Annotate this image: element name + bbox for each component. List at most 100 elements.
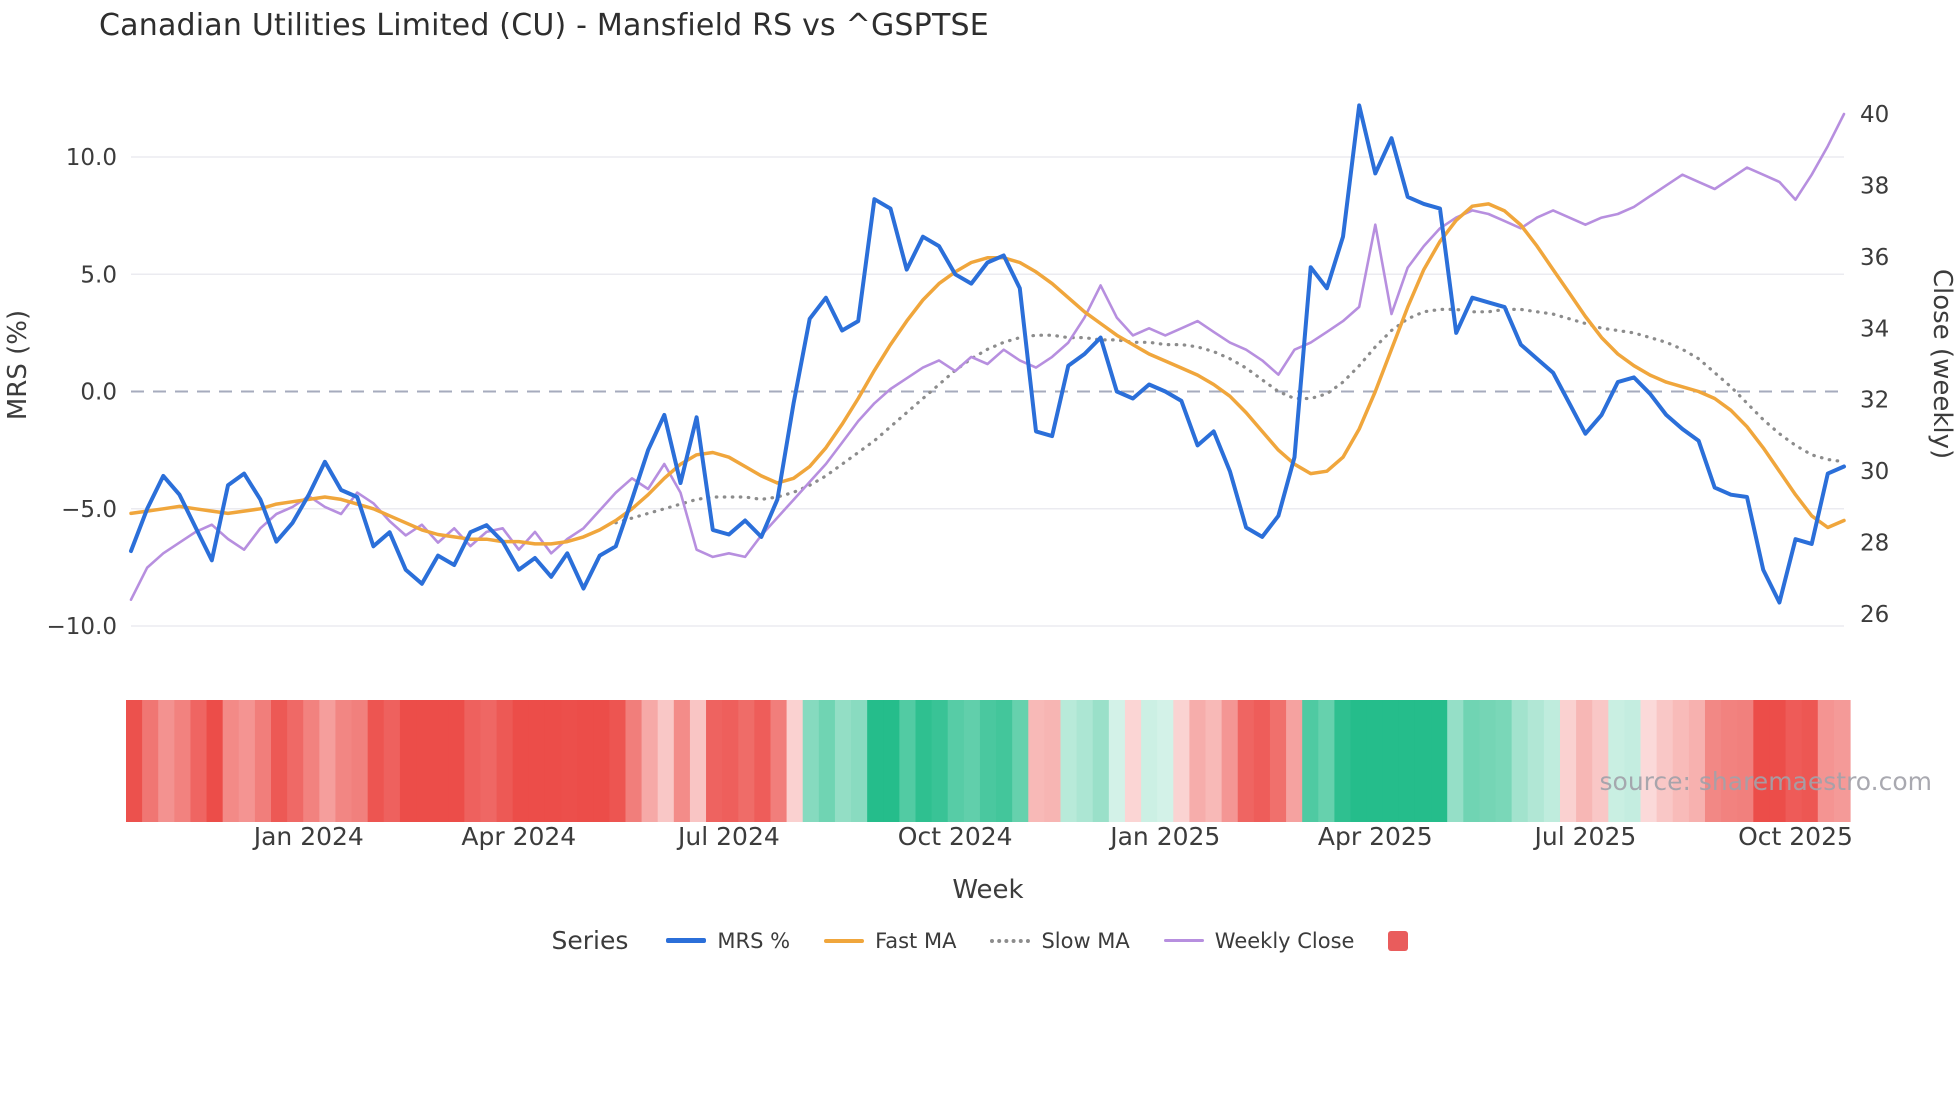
- heatmap-cell[interactable]: [142, 700, 159, 822]
- heatmap-cell[interactable]: [1624, 700, 1642, 822]
- heatmap-cell[interactable]: [222, 700, 240, 822]
- heatmap-cell[interactable]: [851, 700, 868, 822]
- heatmap-cell[interactable]: [1672, 700, 1690, 822]
- heatmap-cell[interactable]: [979, 700, 997, 822]
- heatmap-cell[interactable]: [254, 700, 272, 822]
- heatmap-cell[interactable]: [818, 700, 836, 822]
- heatmap-cell[interactable]: [867, 700, 884, 822]
- heatmap-cell[interactable]: [1737, 700, 1754, 822]
- heatmap-cell[interactable]: [432, 700, 449, 822]
- heatmap-cell[interactable]: [625, 700, 643, 822]
- heatmap-cell[interactable]: [544, 700, 562, 822]
- heatmap-cell[interactable]: [577, 700, 594, 822]
- heatmap-cell[interactable]: [722, 700, 739, 822]
- heatmap-cell[interactable]: [464, 700, 482, 822]
- legend-item-heatmap[interactable]: [1388, 930, 1409, 951]
- legend-item-mrs[interactable]: MRS %: [666, 929, 790, 953]
- heatmap-cell[interactable]: [915, 700, 933, 822]
- heatmap-cell[interactable]: [1334, 700, 1352, 822]
- heatmap-cell[interactable]: [1076, 700, 1094, 822]
- heatmap-cell[interactable]: [1527, 700, 1545, 822]
- heatmap-cell[interactable]: [1221, 700, 1239, 822]
- heatmap-cell[interactable]: [158, 700, 175, 822]
- heatmap-cell[interactable]: [1640, 700, 1658, 822]
- heatmap-cell[interactable]: [1769, 700, 1787, 822]
- heatmap-cell[interactable]: [1608, 700, 1626, 822]
- heatmap-cell[interactable]: [770, 700, 788, 822]
- heatmap-cell[interactable]: [609, 700, 627, 822]
- heatmap-cell[interactable]: [416, 700, 433, 822]
- heatmap-cell[interactable]: [287, 700, 304, 822]
- heatmap-cell[interactable]: [303, 700, 320, 822]
- heatmap-cell[interactable]: [1286, 700, 1303, 822]
- heatmap-cell[interactable]: [1237, 700, 1255, 822]
- heatmap-cell[interactable]: [1366, 700, 1384, 822]
- heatmap-cell[interactable]: [738, 700, 755, 822]
- momentum-heatmap-strip[interactable]: [126, 700, 1851, 822]
- heatmap-cell[interactable]: [1124, 700, 1142, 822]
- mansfield-rs-chart[interactable]: 10.0 5.0 0.0 −5.0 −10.0 40 38 36 34 32 30 28 26 Jan 2…: [0, 0, 1960, 912]
- heatmap-cell[interactable]: [448, 700, 465, 822]
- heatmap-cell[interactable]: [834, 700, 852, 822]
- heatmap-cell[interactable]: [238, 700, 256, 822]
- heatmap-cell[interactable]: [1785, 700, 1803, 822]
- heatmap-cell[interactable]: [1495, 700, 1513, 822]
- heatmap-cell[interactable]: [206, 700, 224, 822]
- heatmap-cell[interactable]: [528, 700, 546, 822]
- heatmap-cell[interactable]: [706, 700, 723, 822]
- heatmap-cell[interactable]: [899, 700, 917, 822]
- heatmap-cell[interactable]: [1350, 700, 1368, 822]
- heatmap-cell[interactable]: [1463, 700, 1481, 822]
- heatmap-cell[interactable]: [174, 700, 192, 822]
- heatmap-cell[interactable]: [689, 700, 707, 822]
- heatmap-cell[interactable]: [1205, 700, 1223, 822]
- heatmap-cell[interactable]: [496, 700, 514, 822]
- heatmap-cell[interactable]: [367, 700, 385, 822]
- heatmap-cell[interactable]: [802, 700, 820, 822]
- heatmap-cell[interactable]: [963, 700, 981, 822]
- heatmap-cell[interactable]: [1656, 700, 1674, 822]
- heatmap-cell[interactable]: [1511, 700, 1529, 822]
- heatmap-cell[interactable]: [1318, 700, 1336, 822]
- heatmap-cell[interactable]: [1414, 700, 1432, 822]
- heatmap-cell[interactable]: [561, 700, 578, 822]
- heatmap-cell[interactable]: [1253, 700, 1271, 822]
- heatmap-cell[interactable]: [1801, 700, 1819, 822]
- heatmap-cell[interactable]: [1447, 700, 1464, 822]
- heatmap-cell[interactable]: [399, 700, 417, 822]
- heatmap-cell[interactable]: [1189, 700, 1207, 822]
- heatmap-cell[interactable]: [593, 700, 610, 822]
- heatmap-cell[interactable]: [1479, 700, 1497, 822]
- heatmap-cell[interactable]: [1398, 700, 1416, 822]
- heatmap-cell[interactable]: [351, 700, 369, 822]
- heatmap-cell[interactable]: [1833, 700, 1851, 822]
- heatmap-cell[interactable]: [1576, 700, 1593, 822]
- heatmap-cell[interactable]: [1382, 700, 1400, 822]
- heatmap-cell[interactable]: [673, 700, 691, 822]
- heatmap-cell[interactable]: [1092, 700, 1110, 822]
- heatmap-cell[interactable]: [996, 700, 1013, 822]
- heatmap-cell[interactable]: [1704, 700, 1722, 822]
- heatmap-cell[interactable]: [883, 700, 900, 822]
- heatmap-cell[interactable]: [754, 700, 772, 822]
- heatmap-cell[interactable]: [947, 700, 965, 822]
- heatmap-cell[interactable]: [1044, 700, 1062, 822]
- heatmap-cell[interactable]: [1559, 700, 1577, 822]
- heatmap-cell[interactable]: [657, 700, 675, 822]
- heatmap-cell[interactable]: [1012, 700, 1029, 822]
- heatmap-cell[interactable]: [190, 700, 208, 822]
- heatmap-cell[interactable]: [335, 700, 353, 822]
- heatmap-cell[interactable]: [1721, 700, 1738, 822]
- heatmap-cell[interactable]: [1688, 700, 1706, 822]
- heatmap-cell[interactable]: [126, 700, 143, 822]
- heatmap-cell[interactable]: [1141, 700, 1158, 822]
- heatmap-cell[interactable]: [512, 700, 530, 822]
- legend-item-weekly-close[interactable]: Weekly Close: [1163, 929, 1354, 953]
- heatmap-cell[interactable]: [1817, 700, 1835, 822]
- heatmap-cell[interactable]: [1173, 700, 1190, 822]
- heatmap-cell[interactable]: [786, 700, 804, 822]
- heatmap-cell[interactable]: [1753, 700, 1771, 822]
- heatmap-cell[interactable]: [319, 700, 337, 822]
- heatmap-cell[interactable]: [383, 700, 401, 822]
- heatmap-cell[interactable]: [1108, 700, 1126, 822]
